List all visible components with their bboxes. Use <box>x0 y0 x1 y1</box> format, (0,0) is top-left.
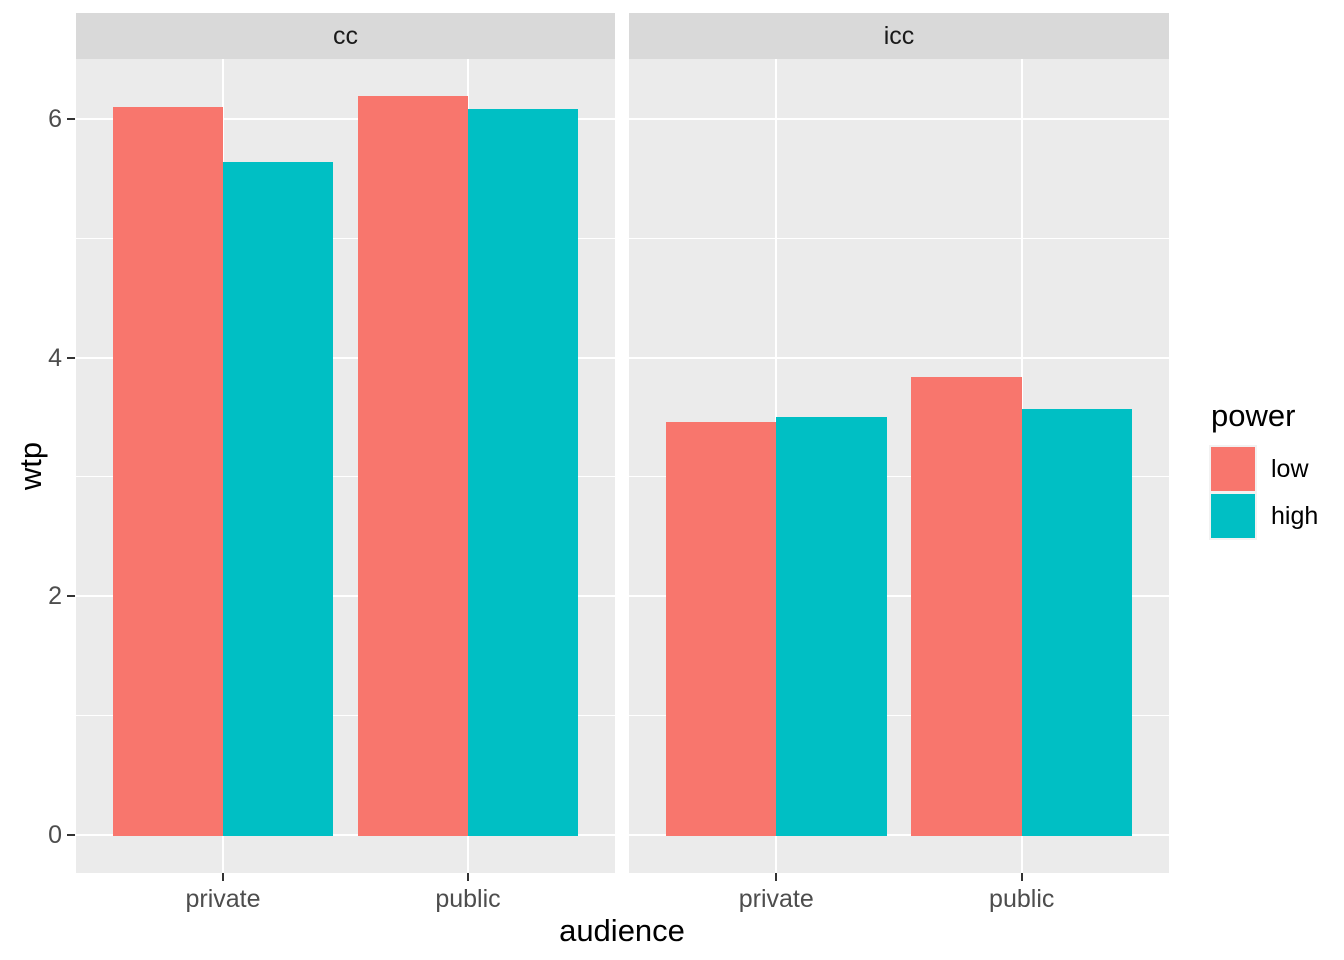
gridline-minor-y <box>629 715 1169 717</box>
y-tick-mark <box>67 834 75 837</box>
x-tick-mark <box>775 873 778 881</box>
x-tick-label-cc-private: private <box>185 885 261 913</box>
facet-strip-cc: cc <box>76 13 615 59</box>
legend-label-low: low <box>1271 454 1309 483</box>
x-tick-mark <box>467 873 469 881</box>
legend-item-low: low <box>1209 445 1318 493</box>
legend-title: power <box>1211 398 1296 433</box>
x-tick-label-cc-public: public <box>435 885 501 913</box>
gridline-major-y <box>629 356 1169 359</box>
bar-icc-public-low <box>911 376 1022 837</box>
legend-swatch-high <box>1209 492 1257 540</box>
y-tick-label: 6 <box>48 104 62 133</box>
legend-swatch-low <box>1209 445 1257 493</box>
x-axis-title: audience <box>559 913 685 948</box>
gridline-minor-y <box>76 715 615 717</box>
x-tick-mark <box>222 873 224 881</box>
gridline-major-y <box>629 834 1169 837</box>
legend-item-high: high <box>1209 492 1319 540</box>
gridline-major-y <box>76 117 615 120</box>
bar-icc-public-high <box>1021 408 1133 837</box>
gridline-major-y <box>629 117 1169 120</box>
y-tick-mark <box>67 356 75 359</box>
panel-icc <box>629 59 1169 873</box>
y-tick-label: 4 <box>48 343 62 372</box>
gridline-minor-y <box>629 476 1169 478</box>
legend: power low high <box>1209 398 1319 541</box>
gridline-major-y <box>76 834 615 837</box>
gridline-minor-y <box>629 237 1169 239</box>
gridline-minor-y <box>76 476 615 478</box>
bar-cc-private-low <box>112 106 223 837</box>
bar-icc-private-low <box>665 422 777 837</box>
bar-cc-private-high <box>223 161 334 837</box>
gridline-major-y <box>76 595 615 598</box>
gridline-major-y <box>76 356 615 359</box>
bar-cc-public-low <box>357 96 468 837</box>
panel-cc <box>76 59 615 873</box>
gridline-major-y <box>629 595 1169 598</box>
x-tick-label-icc-private: private <box>738 885 814 913</box>
gridline-minor-y <box>76 237 615 239</box>
legend-label-high: high <box>1271 501 1319 530</box>
bar-icc-private-high <box>776 417 887 837</box>
y-tick-mark <box>67 117 75 120</box>
y-tick-label: 0 <box>48 821 62 850</box>
x-tick-mark <box>1020 873 1023 881</box>
y-tick-label: 2 <box>48 582 62 611</box>
y-tick-mark <box>67 595 75 598</box>
x-tick-label-icc-public: public <box>989 885 1055 913</box>
facet-strip-icc: icc <box>629 13 1169 59</box>
bar-cc-public-high <box>468 109 579 837</box>
